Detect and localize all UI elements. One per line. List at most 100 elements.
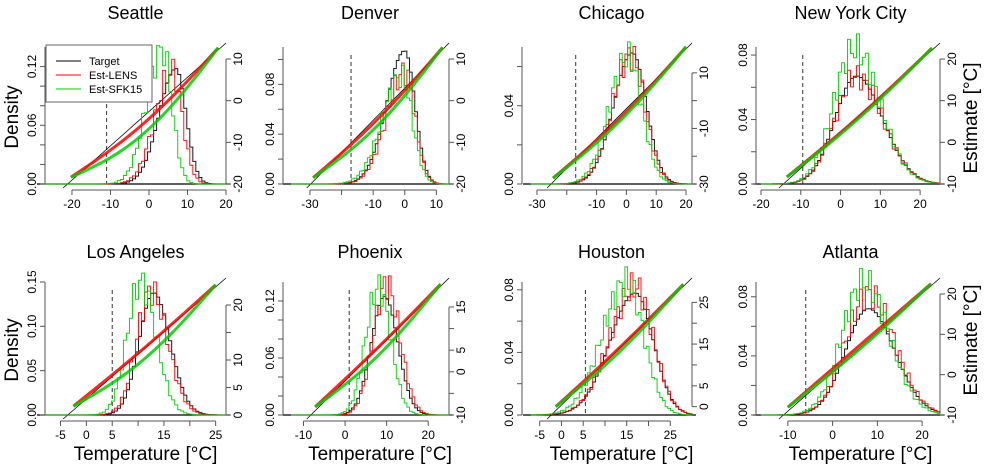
x-tick-label: -10 xyxy=(364,197,382,211)
panel-title: Houston xyxy=(578,242,645,262)
x-axis-label: Temperature [°C] xyxy=(550,444,694,465)
panel-title: Chicago xyxy=(578,3,644,23)
histogram-est-sfk15 xyxy=(291,274,449,416)
right-y-tick-label: -10 xyxy=(945,406,959,424)
panel-houston: Houston 0.00 0.04 0.08 -5 0 5 15 25 Temperature [… xyxy=(502,242,711,465)
right-y-tick-label: 0 xyxy=(945,371,959,378)
left-y-tick-label: 0.04 xyxy=(502,94,516,118)
left-y-tick-label: 0.06 xyxy=(25,113,39,137)
right-y-tick-label: 0 xyxy=(454,368,468,375)
left-y-tick-label: 0.04 xyxy=(502,340,516,364)
left-y-tick-label: 0.00 xyxy=(502,403,516,427)
estimate-curve-est-sfk15 xyxy=(312,46,444,179)
estimate-curve-est-lens xyxy=(69,46,220,179)
x-tick-label: 10 xyxy=(874,197,888,211)
right-y-tick-label: 20 xyxy=(945,52,959,66)
x-tick-label: -10 xyxy=(295,428,313,442)
x-tick-label: -20 xyxy=(63,197,81,211)
x-tick-label: 10 xyxy=(430,197,444,211)
right-y-tick-label: -10 xyxy=(454,133,468,151)
left-y-tick-label: 0.00 xyxy=(25,403,39,427)
right-y-tick-label: -20 xyxy=(231,175,245,193)
panel-chicago: Chicago 0.00 0.04 -30 -10 0 10 20 -30 -10 10 xyxy=(502,3,711,211)
left-y-tick-label: 0.00 xyxy=(736,172,750,196)
right-y-tick-label: 10 xyxy=(945,94,959,108)
legend-label-sfk15: Est-SFK15 xyxy=(89,84,142,96)
right-y-tick-label: 5 xyxy=(454,347,468,354)
x-tick-label: 10 xyxy=(181,197,195,211)
ylabel-left-bottom: Density xyxy=(2,318,23,382)
legend-box xyxy=(45,44,153,103)
panel-title: Denver xyxy=(341,3,399,23)
histogram-est-lens xyxy=(530,272,693,416)
histogram-est-sfk15 xyxy=(760,33,941,185)
left-y-tick-label: 0.08 xyxy=(736,285,750,309)
left-y-tick-label: 0.12 xyxy=(25,55,39,79)
left-y-tick-label: 0.12 xyxy=(263,289,277,313)
right-y-tick-label: 10 xyxy=(697,66,711,80)
x-tick-label: 0 xyxy=(623,197,630,211)
x-tick-label: 5 xyxy=(109,428,116,442)
x-tick-label: 0 xyxy=(837,197,844,211)
x-tick-label: 0 xyxy=(146,197,153,211)
histogram-est-sfk15 xyxy=(760,267,941,416)
right-y-tick-label: 0 xyxy=(945,139,959,146)
estimate-curve-est-lens xyxy=(554,283,685,408)
histogram-est-sfk15 xyxy=(530,266,693,416)
x-axis-label: Temperature [°C] xyxy=(789,444,933,465)
x-tick-label: -5 xyxy=(534,428,545,442)
right-y-tick-label: 10 xyxy=(231,52,245,66)
right-y-tick-label: 20 xyxy=(231,298,245,312)
ylabel-right-top: Estimate [°C] xyxy=(961,62,982,173)
x-tick-label: 20 xyxy=(422,428,436,442)
histogram-target xyxy=(760,75,941,185)
left-y-tick-label: 0.00 xyxy=(263,403,277,427)
x-axis-label: Temperature [°C] xyxy=(74,444,218,465)
histogram-est-sfk15 xyxy=(45,272,226,416)
x-tick-label: 0 xyxy=(401,197,408,211)
right-y-tick-label: -10 xyxy=(945,175,959,193)
x-tick-label: -5 xyxy=(55,428,66,442)
x-tick-label: 20 xyxy=(219,197,233,211)
right-y-tick-label: -10 xyxy=(697,119,711,137)
ylabel-left-top: Density xyxy=(2,85,23,149)
x-tick-label: 0 xyxy=(558,428,565,442)
x-tick-label: -20 xyxy=(752,197,770,211)
estimate-curve-est-sfk15 xyxy=(70,46,220,179)
x-tick-label: -10 xyxy=(779,428,797,442)
estimate-curve-est-sfk15 xyxy=(554,283,685,408)
right-y-tick-label: 10 xyxy=(231,353,245,367)
left-y-tick-label: 0.04 xyxy=(736,344,750,368)
left-y-tick-label: 0.04 xyxy=(736,108,750,132)
right-y-tick-label: 0 xyxy=(697,403,711,410)
left-y-tick-label: 0.15 xyxy=(25,270,39,294)
right-y-tick-label: 15 xyxy=(454,300,468,314)
panel-los-angeles: Los Angeles 0.00 0.05 0.10 0.15 -5 0 5 15 25 Tempe… xyxy=(25,242,245,465)
x-tick-label: -10 xyxy=(102,197,120,211)
right-y-tick-label: -10 xyxy=(231,133,245,151)
estimate-curve-est-lens xyxy=(312,46,444,179)
left-y-tick-label: 0.08 xyxy=(263,72,277,96)
ylabel-right-bottom: Estimate [°C] xyxy=(961,284,982,395)
panel-atlanta: Atlanta 0.00 0.04 0.08 -10 0 10 20 Temperature [… xyxy=(736,242,959,465)
legend-label-target: Target xyxy=(89,56,120,68)
x-tick-label: 10 xyxy=(650,197,664,211)
histogram-est-sfk15 xyxy=(291,64,450,185)
x-tick-label: 0 xyxy=(83,428,90,442)
x-tick-label: 20 xyxy=(913,197,927,211)
panel-title: Los Angeles xyxy=(86,242,184,262)
right-y-tick-label: 15 xyxy=(697,337,711,351)
right-y-tick-label: -30 xyxy=(697,175,711,193)
panel-seattle: Seattle 0.00 0.06 0.12 -20 -10 0 10 20 -20 -10 0 10 xyxy=(25,3,245,211)
x-tick-label: 10 xyxy=(380,428,394,442)
x-tick-label: 15 xyxy=(620,428,634,442)
left-y-tick-label: 0.05 xyxy=(25,359,39,383)
histogram-est-sfk15 xyxy=(531,41,693,185)
estimate-curve-est-sfk15 xyxy=(72,283,217,408)
x-tick-label: 20 xyxy=(915,428,929,442)
x-tick-label: 15 xyxy=(157,428,171,442)
x-axis-label: Temperature [°C] xyxy=(308,444,452,465)
panel-title: New York City xyxy=(794,3,906,23)
legend-label-lens: Est-LENS xyxy=(89,70,137,82)
